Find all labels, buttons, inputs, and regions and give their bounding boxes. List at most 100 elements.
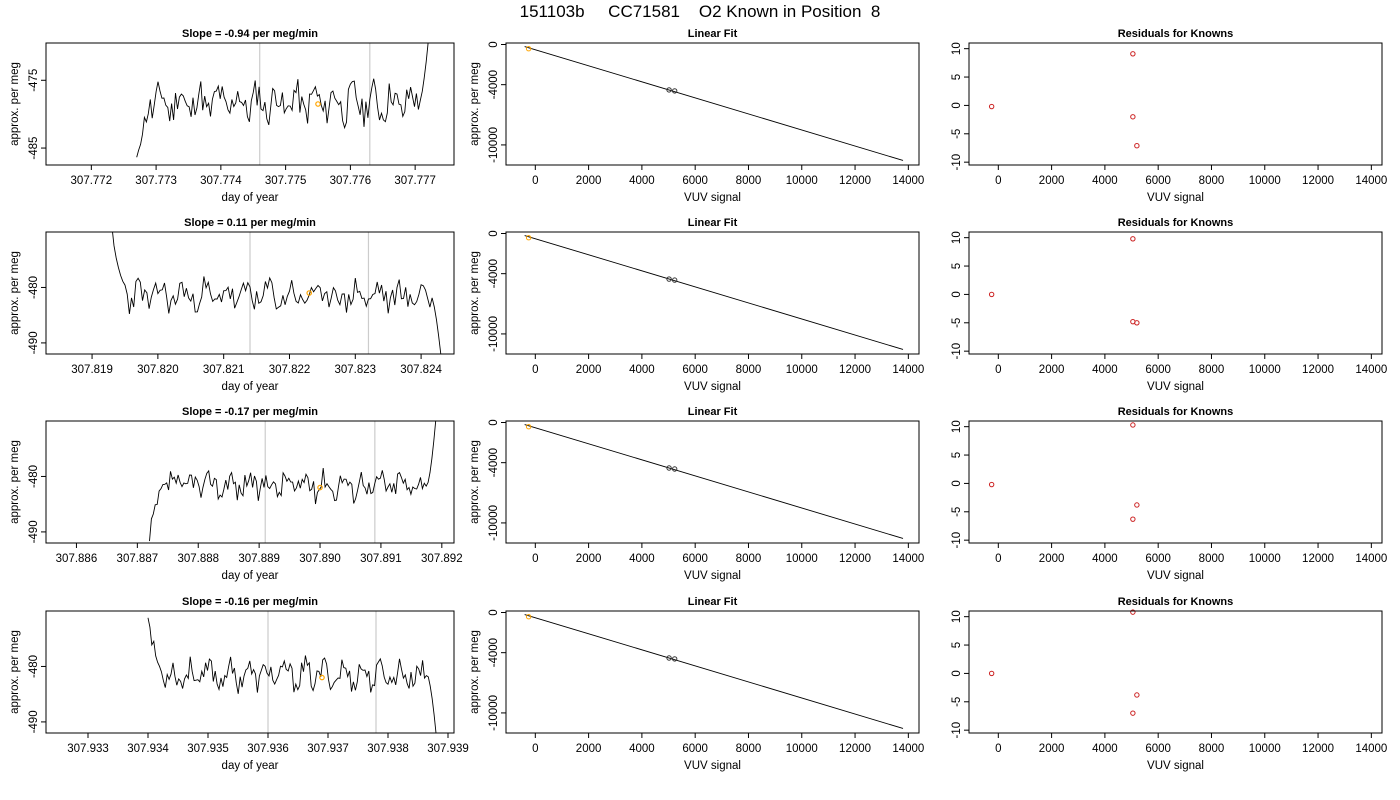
y-tick-label: 10 xyxy=(951,610,963,623)
data-point xyxy=(671,277,678,283)
x-tick-label: 10000 xyxy=(786,364,818,376)
x-tick-label: 0 xyxy=(532,743,538,755)
data-point xyxy=(1130,51,1136,57)
x-tick-label: 6000 xyxy=(682,175,708,187)
x-tick-label: 307.824 xyxy=(400,364,442,376)
y-tick-label: 0 xyxy=(951,291,963,297)
y-tick-label: 5 xyxy=(951,452,963,458)
x-tick-label: 307.819 xyxy=(71,364,113,376)
data-point xyxy=(988,670,995,677)
x-tick-label: 4000 xyxy=(1092,553,1118,565)
x-axis-label: VUV signal xyxy=(684,570,741,582)
x-tick-label: 0 xyxy=(995,553,1001,565)
x-axis-label: VUV signal xyxy=(1147,760,1204,772)
data-point xyxy=(666,465,672,471)
data-point xyxy=(525,46,532,52)
panel-title: Residuals for Knowns xyxy=(1118,596,1234,608)
x-tick-label: 10000 xyxy=(1249,553,1281,565)
x-tick-label: 2000 xyxy=(576,743,602,755)
x-tick-label: 2000 xyxy=(1039,364,1065,376)
x-tick-label: 307.933 xyxy=(67,743,109,755)
x-tick-label: 307.892 xyxy=(421,553,463,565)
data-point xyxy=(666,87,672,93)
highlight-point xyxy=(315,101,321,107)
panel-10 xyxy=(501,610,920,738)
plot-frame xyxy=(505,231,920,355)
data-point xyxy=(671,88,678,94)
y-tick-label: 10 xyxy=(951,42,963,55)
x-axis-label: day of year xyxy=(222,192,279,204)
plot-frame xyxy=(45,231,455,355)
x-tick-label: 8000 xyxy=(1199,364,1225,376)
y-axis-label: approx. per meg xyxy=(9,440,21,524)
x-tick-label: 14000 xyxy=(1355,553,1387,565)
plot-frame xyxy=(45,610,455,734)
x-tick-label: 6000 xyxy=(682,553,708,565)
panel-11 xyxy=(964,609,1383,738)
x-tick-label: 10000 xyxy=(1249,743,1281,755)
y-tick-label: -480 xyxy=(28,465,40,488)
y-tick-label: -10 xyxy=(951,532,963,549)
plot-frame xyxy=(505,420,920,544)
data-point xyxy=(525,614,532,620)
y-tick-label: -10 xyxy=(951,154,963,171)
x-tick-label: 307.820 xyxy=(137,364,179,376)
y-tick-label: -10000 xyxy=(488,127,500,163)
fit-line xyxy=(524,614,904,729)
panel-title: Slope = -0.16 per meg/min xyxy=(182,596,318,608)
data-point xyxy=(1130,710,1136,716)
highlight-point xyxy=(319,674,325,681)
data-series-line xyxy=(149,421,437,542)
x-tick-label: 14000 xyxy=(1355,364,1387,376)
x-axis-label: day of year xyxy=(222,381,279,393)
panel-title: Slope = -0.94 per meg/min xyxy=(182,28,318,40)
x-tick-label: 14000 xyxy=(892,175,924,187)
panel-title: Linear Fit xyxy=(688,28,738,40)
plot-frame xyxy=(968,420,1383,544)
x-tick-label: 14000 xyxy=(892,553,924,565)
x-tick-label: 12000 xyxy=(839,553,871,565)
x-tick-label: 307.888 xyxy=(177,553,219,565)
y-tick-label: 5 xyxy=(951,642,963,648)
panel-5 xyxy=(964,231,1383,359)
x-tick-label: 8000 xyxy=(736,175,762,187)
fit-line xyxy=(524,46,904,161)
x-tick-label: 12000 xyxy=(1302,743,1334,755)
x-tick-label: 4000 xyxy=(1092,175,1118,187)
x-tick-label: 12000 xyxy=(1302,175,1334,187)
y-tick-label: 5 xyxy=(951,74,963,80)
x-tick-label: 2000 xyxy=(1039,175,1065,187)
plot-frame xyxy=(968,231,1383,355)
x-tick-label: 307.823 xyxy=(335,364,377,376)
x-tick-label: 8000 xyxy=(1199,553,1225,565)
panel-2 xyxy=(964,42,1383,170)
data-point xyxy=(1134,143,1140,149)
plot-frame xyxy=(505,42,920,166)
page-title: 151103b CC71581 O2 Known in Position 8 xyxy=(519,2,881,21)
x-tick-label: 307.774 xyxy=(200,175,242,187)
x-tick-label: 307.777 xyxy=(394,175,436,187)
panel-title: Slope = 0.11 per meg/min xyxy=(184,217,316,229)
y-tick-label: -10 xyxy=(951,343,963,360)
data-point xyxy=(1130,236,1136,242)
panel-title: Slope = -0.17 per meg/min xyxy=(182,406,318,418)
y-tick-label: -4000 xyxy=(488,448,500,477)
y-tick-label: 0 xyxy=(488,230,500,236)
data-series-line xyxy=(147,617,437,733)
data-point xyxy=(1130,609,1136,615)
x-tick-label: 0 xyxy=(995,175,1001,187)
x-tick-label: 12000 xyxy=(839,364,871,376)
plot-frame xyxy=(968,610,1383,734)
panel-9 xyxy=(41,610,455,738)
x-tick-label: 307.887 xyxy=(117,553,159,565)
fit-line xyxy=(524,235,904,350)
data-point xyxy=(671,466,678,472)
panel-3 xyxy=(41,231,455,359)
panel-title: Linear Fit xyxy=(688,217,738,229)
y-tick-label: -10 xyxy=(951,722,963,739)
y-tick-label: -5 xyxy=(951,697,963,707)
y-tick-label: -10000 xyxy=(488,505,500,541)
y-tick-label: -4000 xyxy=(488,70,500,99)
plot-frame xyxy=(505,610,920,734)
